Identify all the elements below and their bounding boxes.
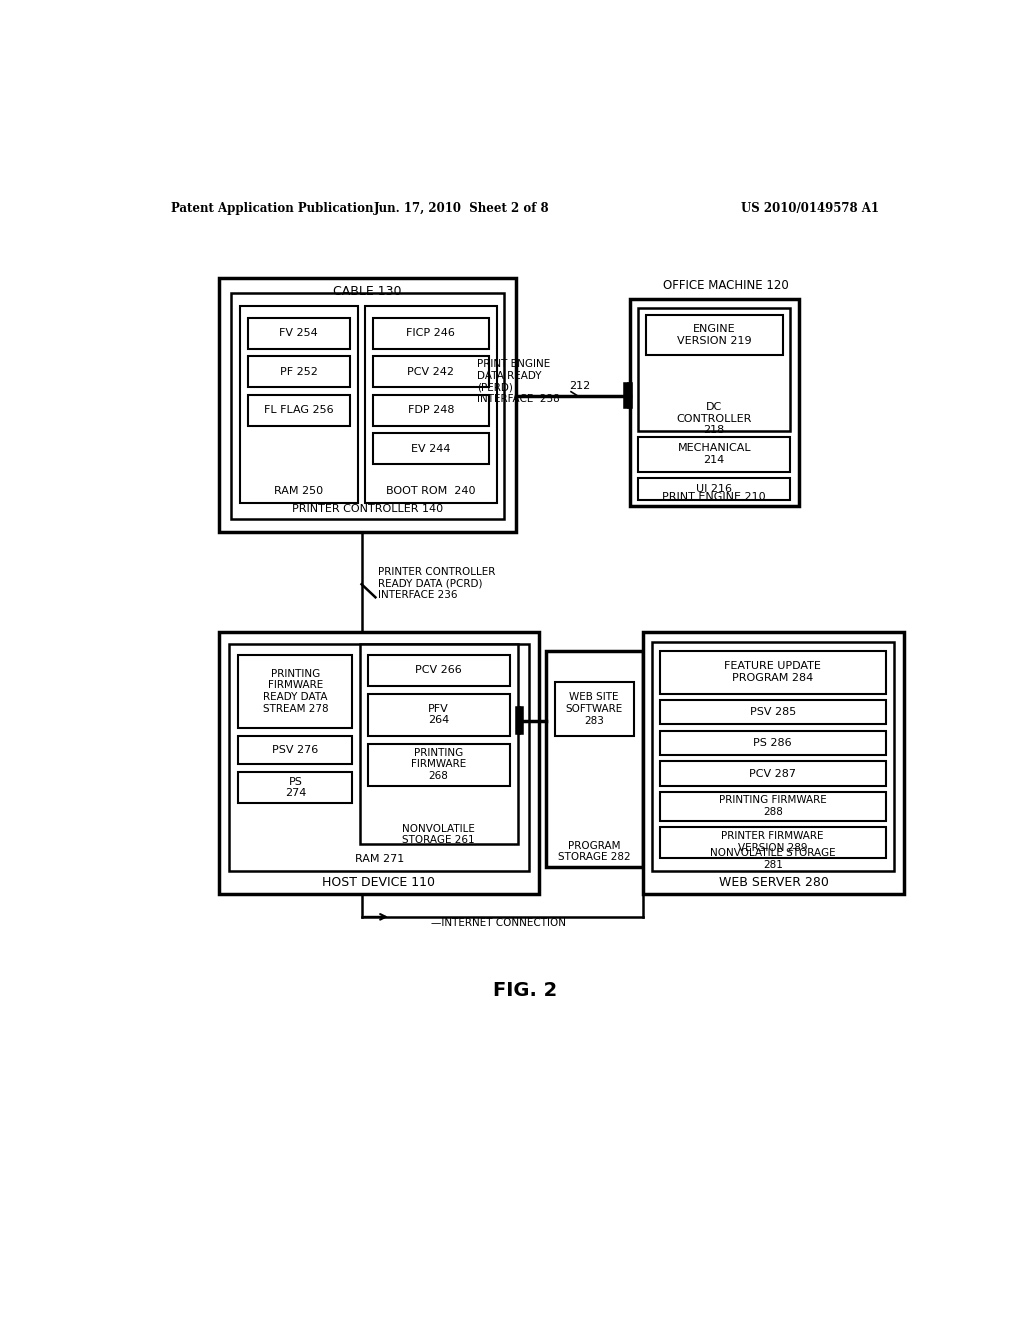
Text: PRINT ENGINE 210: PRINT ENGINE 210 (663, 492, 766, 502)
Bar (248, 318, 350, 348)
Bar (219, 632, 539, 894)
Bar (239, 772, 352, 803)
Text: PRINTING
FIRMWARE
READY DATA
STREAM 278: PRINTING FIRMWARE READY DATA STREAM 278 (262, 669, 328, 714)
Text: DC
CONTROLLER
218: DC CONTROLLER 218 (677, 403, 752, 436)
Bar (652, 642, 894, 871)
Bar (248, 395, 350, 425)
Text: HOST DEVICE 110: HOST DEVICE 110 (323, 875, 435, 888)
Text: PFV
264: PFV 264 (428, 704, 450, 725)
Bar (638, 437, 791, 471)
Text: PRINT ENGINE
DATA READY
(PERD)
INTERFACE  238: PRINT ENGINE DATA READY (PERD) INTERFACE… (477, 359, 560, 404)
Text: FEATURE UPDATE
PROGRAM 284: FEATURE UPDATE PROGRAM 284 (724, 661, 821, 682)
Text: PS
274: PS 274 (285, 776, 306, 799)
Text: PCV 287: PCV 287 (750, 768, 797, 779)
Text: PCV 242: PCV 242 (408, 367, 455, 376)
Bar (660, 700, 886, 725)
Bar (373, 395, 488, 425)
Text: CABLE 130: CABLE 130 (333, 285, 401, 298)
Text: NONVOLATILE
STORAGE 261: NONVOLATILE STORAGE 261 (402, 824, 475, 845)
Bar (373, 356, 488, 387)
Bar (638, 478, 791, 499)
Bar (368, 693, 510, 737)
Text: BOOT ROM  240: BOOT ROM 240 (386, 486, 475, 496)
Text: US 2010/0149578 A1: US 2010/0149578 A1 (741, 202, 879, 215)
Bar (239, 737, 352, 764)
Text: FV 254: FV 254 (280, 329, 318, 338)
Text: PRINTING
FIRMWARE
268: PRINTING FIRMWARE 268 (411, 748, 466, 781)
Bar (660, 826, 886, 858)
Bar (368, 655, 510, 686)
Bar (368, 743, 510, 785)
Bar (547, 651, 643, 867)
Text: MECHANICAL
214: MECHANICAL 214 (678, 444, 751, 465)
Text: PRINTING FIRMWARE
288: PRINTING FIRMWARE 288 (719, 795, 826, 817)
Bar (248, 356, 350, 387)
Text: FICP 246: FICP 246 (407, 329, 456, 338)
Text: UI 216: UI 216 (696, 483, 732, 494)
Text: FL FLAG 256: FL FLAG 256 (264, 405, 334, 416)
Bar (555, 682, 634, 737)
Text: Jun. 17, 2010  Sheet 2 of 8: Jun. 17, 2010 Sheet 2 of 8 (374, 202, 550, 215)
Text: FIG. 2: FIG. 2 (493, 981, 557, 999)
Text: PRINTER FIRMWARE
VERSION 289: PRINTER FIRMWARE VERSION 289 (722, 832, 824, 853)
Bar (638, 308, 791, 430)
Bar (360, 644, 518, 845)
Bar (646, 314, 782, 355)
Bar (365, 306, 497, 503)
Bar (643, 632, 904, 894)
Text: PRINTER CONTROLLER 140: PRINTER CONTROLLER 140 (292, 504, 443, 513)
Bar (239, 655, 352, 729)
Text: PROGRAM
STORAGE 282: PROGRAM STORAGE 282 (558, 841, 631, 862)
Bar (660, 762, 886, 785)
Text: FDP 248: FDP 248 (408, 405, 454, 416)
Text: Patent Application Publication: Patent Application Publication (171, 202, 373, 215)
Bar (240, 306, 357, 503)
Bar (660, 651, 886, 693)
Text: PRINTER CONTROLLER
READY DATA (PCRD)
INTERFACE 236: PRINTER CONTROLLER READY DATA (PCRD) INT… (379, 566, 496, 601)
Text: —INTERNET CONNECTION: —INTERNET CONNECTION (431, 917, 566, 928)
Text: RAM 271: RAM 271 (354, 854, 403, 865)
Text: PF 252: PF 252 (280, 367, 317, 376)
Bar (660, 792, 886, 821)
Text: ENGINE
VERSION 219: ENGINE VERSION 219 (677, 323, 752, 346)
Text: OFFICE MACHINE 120: OFFICE MACHINE 120 (663, 279, 788, 292)
Bar (229, 644, 529, 871)
Text: PSV 285: PSV 285 (750, 708, 796, 717)
Text: RAM 250: RAM 250 (274, 486, 324, 496)
Text: WEB SITE
SOFTWARE
283: WEB SITE SOFTWARE 283 (565, 693, 623, 726)
Bar (219, 277, 515, 532)
Bar (660, 730, 886, 755)
Text: WEB SERVER 280: WEB SERVER 280 (719, 875, 828, 888)
Bar (230, 293, 504, 519)
Bar (373, 318, 488, 348)
Text: 212: 212 (569, 381, 591, 391)
Text: PCV 266: PCV 266 (415, 665, 462, 676)
Text: EV 244: EV 244 (411, 444, 451, 454)
Text: NONVOLATILE STORAGE
281: NONVOLATILE STORAGE 281 (710, 849, 836, 870)
Text: PSV 276: PSV 276 (272, 744, 318, 755)
Bar (630, 300, 799, 506)
Text: PS 286: PS 286 (754, 738, 792, 748)
Bar (373, 433, 488, 465)
